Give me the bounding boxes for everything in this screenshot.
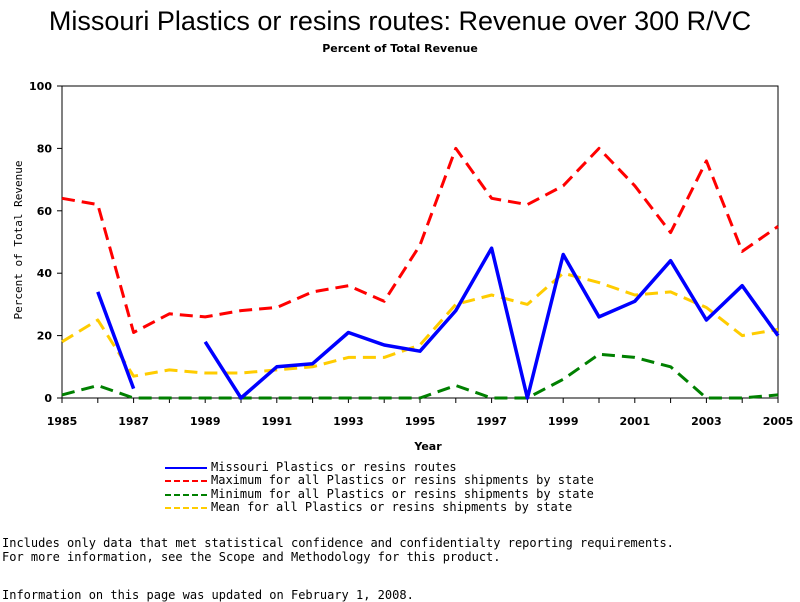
x-axis-label: Year	[413, 440, 442, 453]
x-tick-label: 1987	[118, 415, 149, 428]
x-tick-label: 1997	[476, 415, 507, 428]
y-tick-label: 80	[37, 142, 53, 155]
x-tick-label: 1995	[405, 415, 436, 428]
legend-swatch	[165, 467, 207, 469]
chart-title: Missouri Plastics or resins routes: Reve…	[48, 6, 752, 36]
x-tick-label: 2001	[619, 415, 650, 428]
series-line	[96, 291, 136, 390]
x-tick-label: 2005	[763, 415, 794, 428]
update-note: Information on this page was updated on …	[2, 588, 414, 602]
legend-label: Minimum for all Plastics or resins shipm…	[211, 486, 594, 501]
legend-swatch	[165, 493, 207, 496]
legend-label: Mean for all Plastics or resins shipment…	[211, 499, 573, 514]
y-tick-label: 0	[44, 392, 52, 405]
legend-label: Maximum for all Plastics or resins shipm…	[211, 473, 594, 488]
y-tick-label: 100	[29, 80, 52, 93]
series-line	[61, 146, 779, 334]
legend-swatch	[165, 480, 207, 483]
x-tick-label: 1999	[548, 415, 579, 428]
chart-subtitle: Percent of Total Revenue	[322, 42, 478, 55]
x-tick-label: 1993	[333, 415, 364, 428]
footnote-line: Includes only data that met statistical …	[2, 536, 674, 550]
series-line	[61, 352, 779, 400]
legend-swatch	[165, 506, 207, 509]
x-tick-label: 1991	[261, 415, 292, 428]
series-line	[61, 271, 779, 378]
y-tick-label: 60	[37, 205, 53, 218]
y-tick-label: 40	[37, 267, 53, 280]
legend-label: Missouri Plastics or resins routes	[211, 460, 457, 474]
x-tick-label: 1989	[190, 415, 221, 428]
y-tick-label: 20	[37, 330, 53, 343]
series-line	[203, 246, 780, 400]
x-tick-label: 1985	[47, 415, 78, 428]
x-tick-label: 2003	[691, 415, 722, 428]
y-axis-label: Percent of Total Revenue	[12, 161, 25, 320]
footnotes: Includes only data that met statistical …	[2, 536, 674, 564]
footnote-line: For more information, see the Scope and …	[2, 550, 501, 564]
